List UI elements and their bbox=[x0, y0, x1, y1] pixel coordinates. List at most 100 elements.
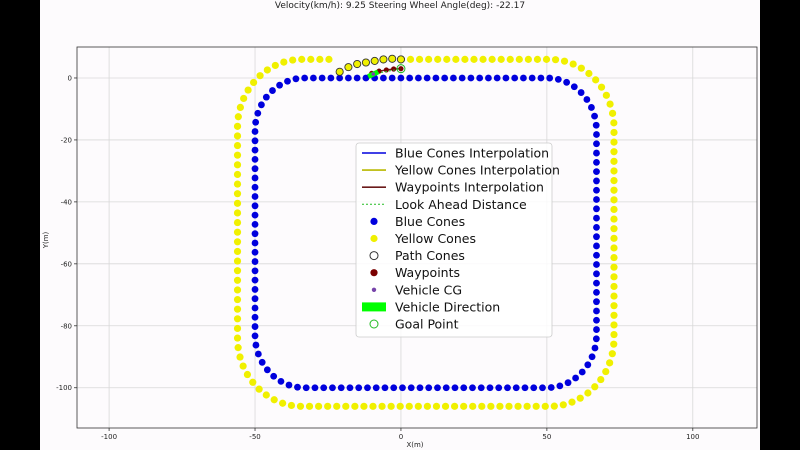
blue-cone bbox=[254, 350, 262, 358]
y-axis-label: Y(m) bbox=[42, 231, 50, 249]
blue-cone bbox=[577, 89, 585, 96]
yellow-cone bbox=[233, 151, 242, 159]
yellow-cone bbox=[414, 402, 422, 410]
chart-title: Velocity(km/h): 9.25 Steering Wheel Angl… bbox=[274, 1, 526, 11]
yellow-cone bbox=[443, 55, 451, 63]
plot-svg: -100 -50 0 50 100 0 -20 -40 -60 -80 -100 X(m) Y(m)… bbox=[42, 46, 758, 449]
path-cone bbox=[344, 63, 353, 72]
yellow-cone bbox=[325, 55, 333, 63]
blue-cone bbox=[251, 128, 259, 135]
yellow-cone bbox=[396, 402, 404, 410]
blue-cone bbox=[578, 368, 586, 376]
blue-cone bbox=[380, 74, 387, 82]
yellow-cone bbox=[233, 132, 242, 140]
yellow-cone bbox=[233, 209, 242, 217]
yellow-cone bbox=[514, 402, 522, 410]
blue-cone bbox=[251, 211, 259, 219]
blue-cone bbox=[512, 384, 520, 392]
path-cone bbox=[361, 58, 370, 67]
yellow-cone bbox=[305, 402, 314, 410]
yellow-cone bbox=[610, 292, 618, 300]
y-tick-label: -20 bbox=[61, 136, 72, 144]
yellow-cone bbox=[239, 362, 247, 370]
blue-cone bbox=[251, 183, 259, 191]
yellow-cone bbox=[234, 344, 242, 352]
blue-cone bbox=[588, 104, 595, 111]
blue-cone bbox=[593, 233, 600, 241]
legend-entry: Waypoints bbox=[370, 265, 460, 280]
blue-cone bbox=[593, 261, 600, 268]
blue-cone bbox=[285, 381, 293, 389]
yellow-cone bbox=[591, 383, 599, 391]
yellow-cone bbox=[523, 402, 531, 410]
y-tick-label: 0 bbox=[68, 74, 72, 82]
blue-cone bbox=[320, 384, 328, 392]
blue-cone bbox=[593, 242, 600, 250]
blue-cone bbox=[530, 384, 538, 392]
yellow-cone bbox=[610, 311, 618, 319]
blue-cone bbox=[336, 74, 344, 82]
yellow-cone bbox=[287, 401, 296, 410]
legend-box bbox=[355, 142, 553, 338]
blue-cone bbox=[344, 74, 352, 82]
yellow-cone bbox=[610, 176, 618, 185]
yellow-cone bbox=[233, 180, 242, 188]
blue-cone bbox=[521, 384, 529, 392]
blue-cone bbox=[592, 335, 600, 343]
blue-cone bbox=[477, 384, 485, 392]
blue-cone bbox=[251, 258, 259, 265]
yellow-cone bbox=[470, 55, 478, 63]
yellow-cone bbox=[316, 55, 324, 63]
yellow-cone bbox=[597, 375, 605, 384]
blue-cone bbox=[251, 220, 259, 228]
yellow-cone bbox=[249, 378, 257, 386]
y-tick-label: -40 bbox=[61, 198, 72, 206]
yellow-cone bbox=[233, 238, 242, 246]
yellow-cone bbox=[233, 315, 242, 323]
blue-cone bbox=[252, 341, 260, 349]
yellow-cone bbox=[610, 157, 618, 165]
blue-cone bbox=[407, 384, 415, 392]
blue-cone bbox=[252, 118, 260, 126]
blue-cone bbox=[493, 74, 501, 82]
legend-dot-swatch bbox=[370, 269, 378, 277]
blue-cone bbox=[593, 196, 600, 203]
blue-cone bbox=[251, 248, 259, 256]
yellow-cone bbox=[610, 205, 618, 214]
yellow-cone bbox=[233, 334, 242, 342]
yellow-cone bbox=[610, 330, 618, 339]
blue-cone bbox=[251, 230, 259, 238]
yellow-cone bbox=[610, 167, 618, 175]
blue-cone bbox=[425, 384, 433, 392]
yellow-cone bbox=[307, 55, 315, 63]
blue-cone bbox=[564, 379, 572, 387]
legend-label: Vehicle Direction bbox=[395, 299, 500, 314]
blue-cone bbox=[593, 186, 600, 194]
blue-cone bbox=[502, 74, 510, 82]
blue-cone bbox=[251, 193, 259, 200]
legend-entry: Look Ahead Distance bbox=[362, 197, 527, 212]
blue-cone bbox=[406, 74, 414, 82]
x-tick-label: -50 bbox=[249, 433, 260, 441]
yellow-cone bbox=[250, 78, 258, 87]
yellow-cone bbox=[244, 86, 252, 94]
yellow-cone bbox=[423, 402, 431, 410]
yellow-cone bbox=[234, 113, 242, 121]
blue-cone bbox=[277, 377, 285, 385]
ticks: -100 -50 0 50 100 0 -20 -40 -60 -80 -100 bbox=[56, 74, 699, 441]
yellow-cone bbox=[233, 324, 242, 333]
legend-dot-swatch bbox=[371, 287, 377, 292]
blue-cone bbox=[251, 295, 259, 303]
yellow-cone bbox=[233, 295, 242, 304]
yellow-cone bbox=[487, 402, 495, 410]
blue-cone bbox=[593, 168, 600, 176]
yellow-cone bbox=[233, 122, 242, 130]
yellow-cone bbox=[461, 55, 469, 63]
yellow-cone bbox=[233, 141, 242, 150]
path-cone bbox=[335, 67, 344, 76]
yellow-cone bbox=[506, 55, 514, 63]
blue-cone bbox=[415, 74, 422, 82]
blue-cone bbox=[372, 384, 380, 392]
blue-cone bbox=[254, 109, 262, 117]
blue-cone bbox=[520, 74, 527, 82]
